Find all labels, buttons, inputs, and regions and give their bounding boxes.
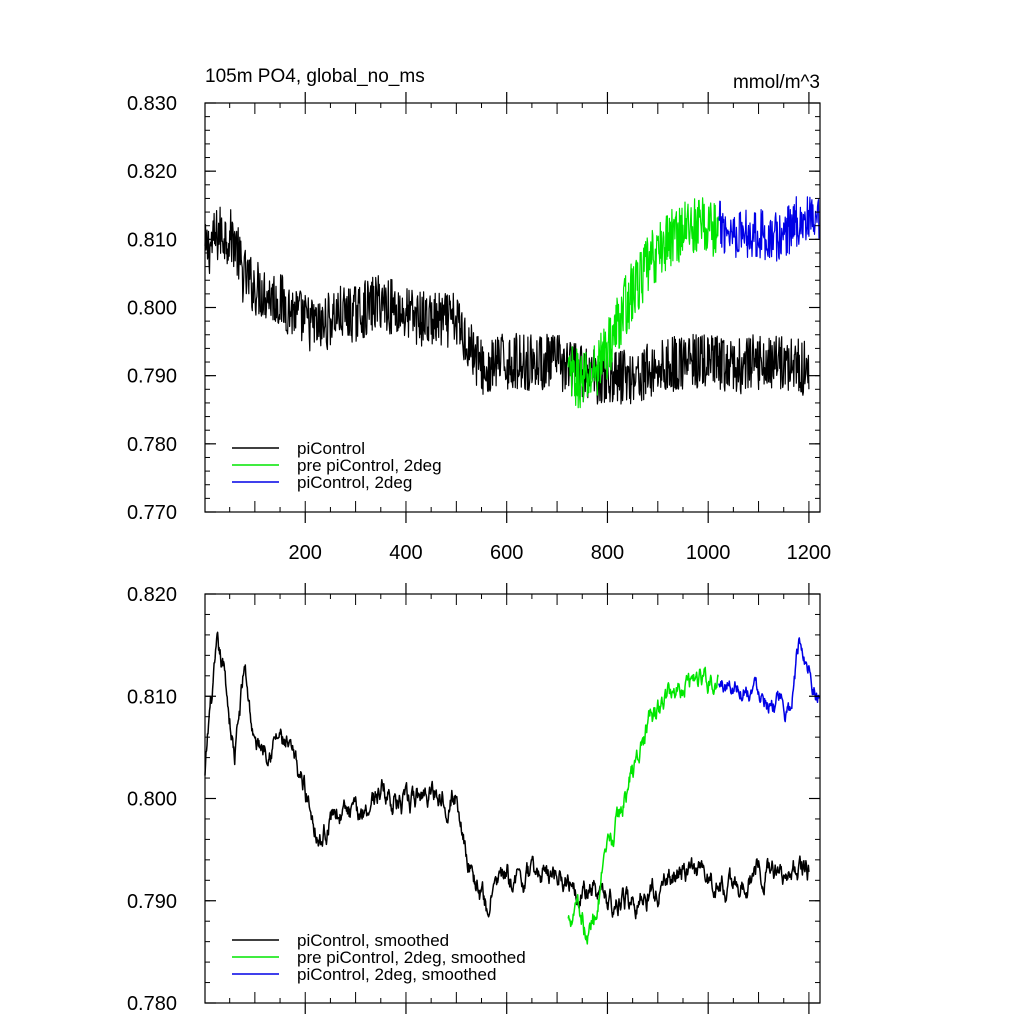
x-tick-label: 200 xyxy=(289,542,322,564)
y-tick-label: 0.810 xyxy=(127,229,177,251)
y-tick-label: 0.790 xyxy=(127,366,177,388)
x-tick-label: 600 xyxy=(490,542,523,564)
chart-title: 105m PO4, global_no_ms xyxy=(205,66,425,87)
top-chart-panel: 0.770 0.780 0.790 0.800 0.810 0.820 0.830 200 40… xyxy=(127,66,831,564)
y-tick-label: 0.830 xyxy=(127,93,177,115)
y-tick-label: 0.780 xyxy=(127,434,177,456)
x-tick-label: 800 xyxy=(591,542,624,564)
series-line-2 xyxy=(567,197,719,409)
x-tick-label: 1000 xyxy=(686,542,731,564)
x-tick-label: 1200 xyxy=(787,542,832,564)
y-tick-label: 0.800 xyxy=(127,298,177,320)
legend-entry: piControl, 2deg, smoothed xyxy=(297,965,496,984)
series-line-2 xyxy=(567,666,719,945)
y-tick-label: 0.790 xyxy=(127,891,177,913)
legend-entry: pre piControl, 2deg, smoothed xyxy=(297,948,526,967)
y-tick-label: 0.820 xyxy=(127,161,177,183)
y-tick-label: 0.770 xyxy=(127,502,177,524)
series-line-1 xyxy=(204,631,810,920)
legend-entry: pre piControl, 2deg xyxy=(297,456,442,475)
y-tick-label: 0.810 xyxy=(127,686,177,708)
units-label: mmol/m^3 xyxy=(733,72,820,93)
y-tick-label: 0.780 xyxy=(127,993,177,1015)
legend-entry: piControl xyxy=(297,439,365,458)
y-tick-label: 0.820 xyxy=(127,584,177,606)
series-line-3 xyxy=(718,637,820,723)
y-tick-label: 0.800 xyxy=(127,789,177,811)
series-line-3 xyxy=(718,196,820,262)
x-tick-label: 400 xyxy=(389,542,422,564)
legend-entry: piControl, 2deg xyxy=(297,473,412,492)
bottom-chart-panel: 0.780 0.790 0.800 0.810 0.820 piControl, smoo… xyxy=(127,583,821,1015)
legend-entry: piControl, smoothed xyxy=(297,931,449,950)
series-line-1 xyxy=(204,206,810,405)
